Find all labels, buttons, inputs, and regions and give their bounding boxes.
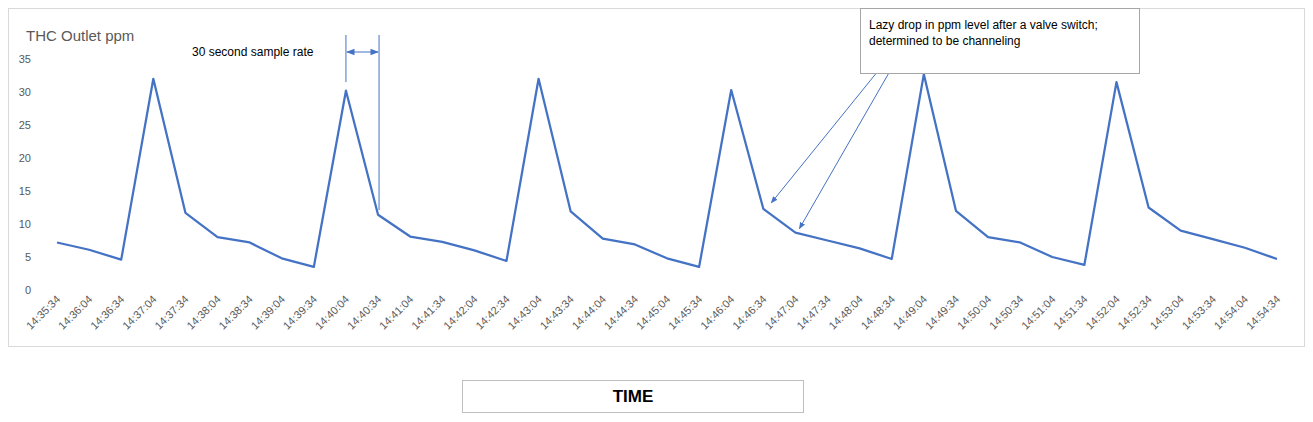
annotation-arrow: [347, 51, 378, 52]
annotation-guide: [379, 35, 380, 210]
x-tick-label: 14:52:34: [1115, 293, 1154, 332]
x-tick-label: 14:42:34: [473, 293, 512, 332]
x-tick-label: 14:41:04: [377, 293, 416, 332]
y-tick-label: 5: [25, 251, 31, 263]
y-tick-label: 25: [19, 119, 31, 131]
x-tick-label: 14:46:34: [730, 293, 769, 332]
y-tick-label: 10: [19, 218, 31, 230]
x-tick-label: 14:37:34: [152, 293, 191, 332]
x-tick-label: 14:39:34: [280, 293, 319, 332]
x-tick-label: 14:38:34: [216, 293, 255, 332]
plot-area: [57, 74, 1277, 267]
x-tick-label: 14:35:34: [24, 293, 63, 332]
x-tick-label: 14:36:04: [56, 293, 95, 332]
annotation-arrow: [799, 71, 890, 229]
x-tick-label: 14:51:34: [1051, 293, 1090, 332]
annotation-guide: [345, 35, 346, 82]
x-tick-label: 14:49:34: [923, 293, 962, 332]
x-tick-label: 14:54:34: [1244, 293, 1283, 332]
annotation-text: 30 second sample rate: [192, 45, 314, 59]
x-tick-label: 14:47:34: [794, 293, 833, 332]
x-axis-label: TIME: [462, 380, 804, 413]
x-tick-label: 14:51:04: [1019, 293, 1058, 332]
y-tick-label: 20: [19, 152, 31, 164]
x-tick-label: 14:53:04: [1147, 293, 1186, 332]
x-tick-label: 14:45:04: [634, 293, 673, 332]
x-tick-label: 14:53:34: [1179, 293, 1218, 332]
y-tick-label: 15: [19, 185, 31, 197]
annotation-arrow: [771, 71, 878, 203]
x-tick-label: 14:52:04: [1083, 293, 1122, 332]
x-tick-label: 14:40:34: [345, 293, 384, 332]
x-tick-label: 14:49:04: [890, 293, 929, 332]
x-tick-label: 14:50:04: [955, 293, 994, 332]
x-tick-label: 14:44:04: [569, 293, 608, 332]
x-tick-label: 14:38:04: [184, 293, 223, 332]
x-tick-label: 14:48:34: [858, 293, 897, 332]
x-tick-label: 14:47:04: [762, 293, 801, 332]
x-tick-label: 14:45:34: [666, 293, 705, 332]
y-tick-label: 30: [19, 86, 31, 98]
x-tick-label: 14:44:34: [602, 293, 641, 332]
x-tick-label: 14:41:34: [409, 293, 448, 332]
x-tick-label: 14:39:04: [248, 293, 287, 332]
y-tick-label: 0: [25, 284, 31, 296]
x-tick-label: 14:50:34: [987, 293, 1026, 332]
chart-frame: [9, 9, 1305, 347]
x-tick-label: 14:46:04: [698, 293, 737, 332]
chart-title: THC Outlet ppm: [26, 27, 134, 44]
x-tick-label: 14:54:04: [1212, 293, 1251, 332]
x-tick-label: 14:43:34: [537, 293, 576, 332]
data-line: [57, 74, 1277, 267]
x-tick-label: 14:40:04: [313, 293, 352, 332]
x-tick-label: 14:43:04: [505, 293, 544, 332]
annotation-box: Lazy drop in ppm level after a valve swi…: [860, 8, 1140, 74]
x-tick-label: 14:36:34: [88, 293, 127, 332]
x-tick-label: 14:37:04: [120, 293, 159, 332]
x-tick-label: 14:42:04: [441, 293, 480, 332]
x-tick-label: 14:48:04: [826, 293, 865, 332]
y-tick-label: 35: [19, 53, 31, 65]
